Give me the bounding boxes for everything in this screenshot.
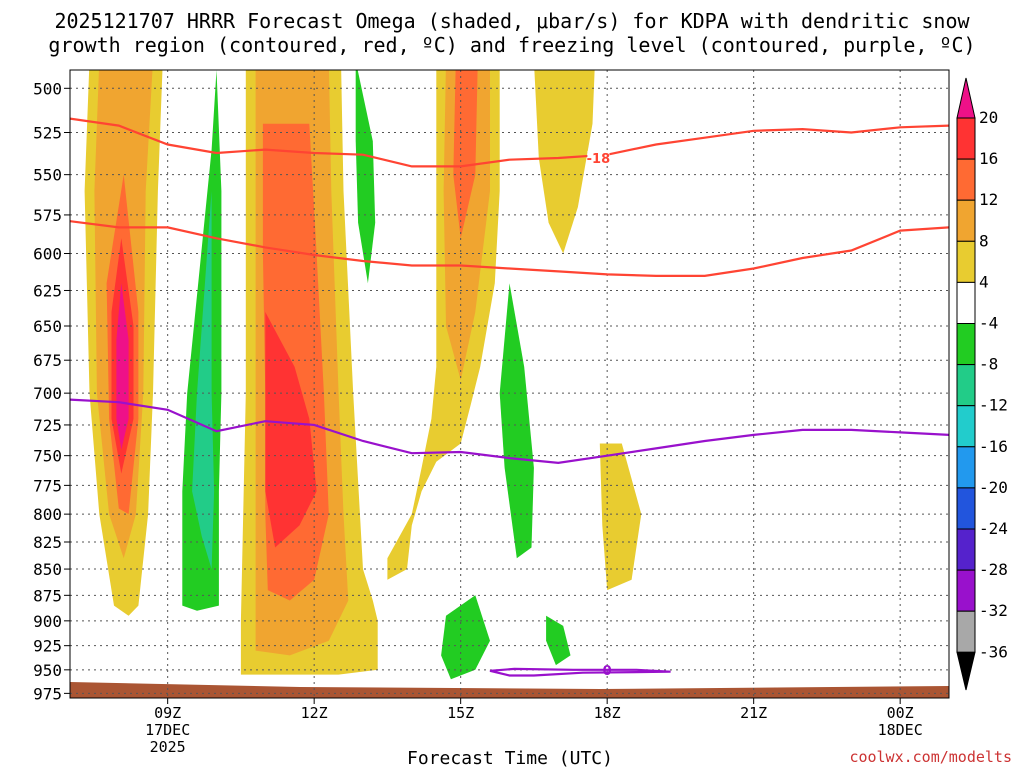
colorbar-label: 16	[979, 149, 998, 168]
x-tick-label: 21Z	[740, 704, 767, 722]
colorbar-bin-1	[956, 158, 976, 201]
y-tick-label: 600	[33, 244, 62, 263]
colorbar-bin-9	[956, 487, 976, 530]
y-tick-label: 800	[33, 505, 62, 524]
omega-region-11	[355, 70, 376, 284]
colorbar-bin-6	[956, 364, 976, 407]
gridlines	[70, 70, 949, 698]
y-tick-label: 700	[33, 384, 62, 403]
colorbar-bin-7	[956, 405, 976, 448]
colorbar-label: -8	[979, 355, 998, 374]
chart-title-line1: 2025121707 HRRR Forecast Omega (shaded, …	[54, 9, 970, 33]
x-tick-date: 17DEC	[145, 721, 190, 739]
contour-dendritic-bottom	[70, 220, 949, 277]
x-tick-label: 12Z	[301, 704, 328, 722]
x-tick-date: 18DEC	[878, 721, 923, 739]
colorbar-bin-8	[956, 446, 976, 489]
contour-freezing-loop	[489, 667, 671, 677]
x-tick-year: 2025	[150, 738, 186, 756]
colorbar-bin-4	[956, 281, 976, 324]
colorbar-label: -20	[979, 478, 1008, 497]
colorbar-top-triangle	[956, 77, 976, 119]
colorbar-label: 8	[979, 231, 989, 250]
omega-region-15	[534, 70, 595, 254]
colorbar-bin-0	[956, 117, 976, 160]
contour-lines: -18 0	[70, 117, 949, 679]
y-tick-label: 850	[33, 560, 62, 579]
y-tick-label: 650	[33, 317, 62, 336]
colorbar-label: -12	[979, 396, 1008, 415]
colorbar-label: -4	[979, 314, 998, 333]
colorbar-bin-2	[956, 199, 976, 242]
y-tick-label: 775	[33, 476, 62, 495]
omega-region-4	[116, 283, 129, 450]
x-tick-label: 00Z	[887, 704, 914, 722]
y-tick-label: 500	[33, 79, 62, 98]
y-tick-label: 825	[33, 533, 62, 552]
x-tick-label: 15Z	[447, 704, 474, 722]
omega-region-10	[265, 312, 317, 548]
plot-frame	[69, 69, 950, 699]
omega-region-17	[599, 443, 642, 591]
colorbar-label: 4	[979, 272, 989, 291]
omega-region-14	[453, 70, 478, 239]
colorbar-label: -16	[979, 437, 1008, 456]
omega-region-18	[441, 595, 490, 680]
omega-shading	[84, 70, 642, 680]
y-tick-label: 675	[33, 351, 62, 370]
omega-region-19	[546, 615, 571, 666]
contour-freezing-level	[70, 398, 949, 465]
colorbar-label: -36	[979, 642, 1008, 661]
colorbar-bin-10	[956, 528, 976, 571]
contour-label-freezing-loop: 0	[603, 664, 612, 679]
y-tick-label: 725	[33, 416, 62, 435]
y-tick-label: 950	[33, 661, 62, 680]
y-tick-label: 550	[33, 166, 62, 185]
y-tick-label: 750	[33, 447, 62, 466]
omega-region-6	[192, 191, 215, 570]
y-tick-label: 900	[33, 612, 62, 631]
contour-label-bg-dendritic-top	[587, 151, 610, 166]
colorbar-label: -32	[979, 601, 1008, 620]
x-tick-label: 18Z	[594, 704, 621, 722]
colorbar: 20 16 12 8 4 -4 -8 -12 -16 -20 -24 -28 -32 -36	[956, 77, 1008, 691]
contour-label-dendritic-top: -18	[587, 152, 611, 167]
colorbar-label: 12	[979, 190, 998, 209]
colorbar-bottom-triangle	[956, 651, 976, 691]
terrain-surface	[70, 682, 949, 698]
colorbar-label: -28	[979, 560, 1008, 579]
y-tick-label: 975	[33, 684, 62, 703]
colorbar-label: 20	[979, 108, 998, 127]
y-tick-label: 925	[33, 637, 62, 656]
colorbar-bin-11	[956, 569, 976, 612]
omega-region-16	[499, 283, 534, 559]
colorbar-bin-3	[956, 240, 976, 283]
watermark: coolwx.com/modelts	[849, 748, 1012, 766]
x-axis-label: Forecast Time (UTC)	[407, 748, 613, 768]
contour-dendritic-top	[70, 117, 949, 168]
x-tick-label: 09Z	[154, 704, 181, 722]
y-tick-label: 625	[33, 281, 62, 300]
y-tick-label: 875	[33, 586, 62, 605]
y-axis: 500 525 550 575 600 625 650 675 700 725 750 775 800 8…	[33, 79, 70, 703]
colorbar-bin-5	[956, 323, 976, 366]
y-tick-label: 525	[33, 124, 62, 143]
colorbar-label: -24	[979, 519, 1008, 538]
chart-title-line2: growth region (contoured, red, ºC) and f…	[48, 33, 975, 57]
y-tick-label: 575	[33, 206, 62, 225]
terrain-layer	[70, 682, 949, 698]
colorbar-bin-12	[956, 610, 976, 653]
